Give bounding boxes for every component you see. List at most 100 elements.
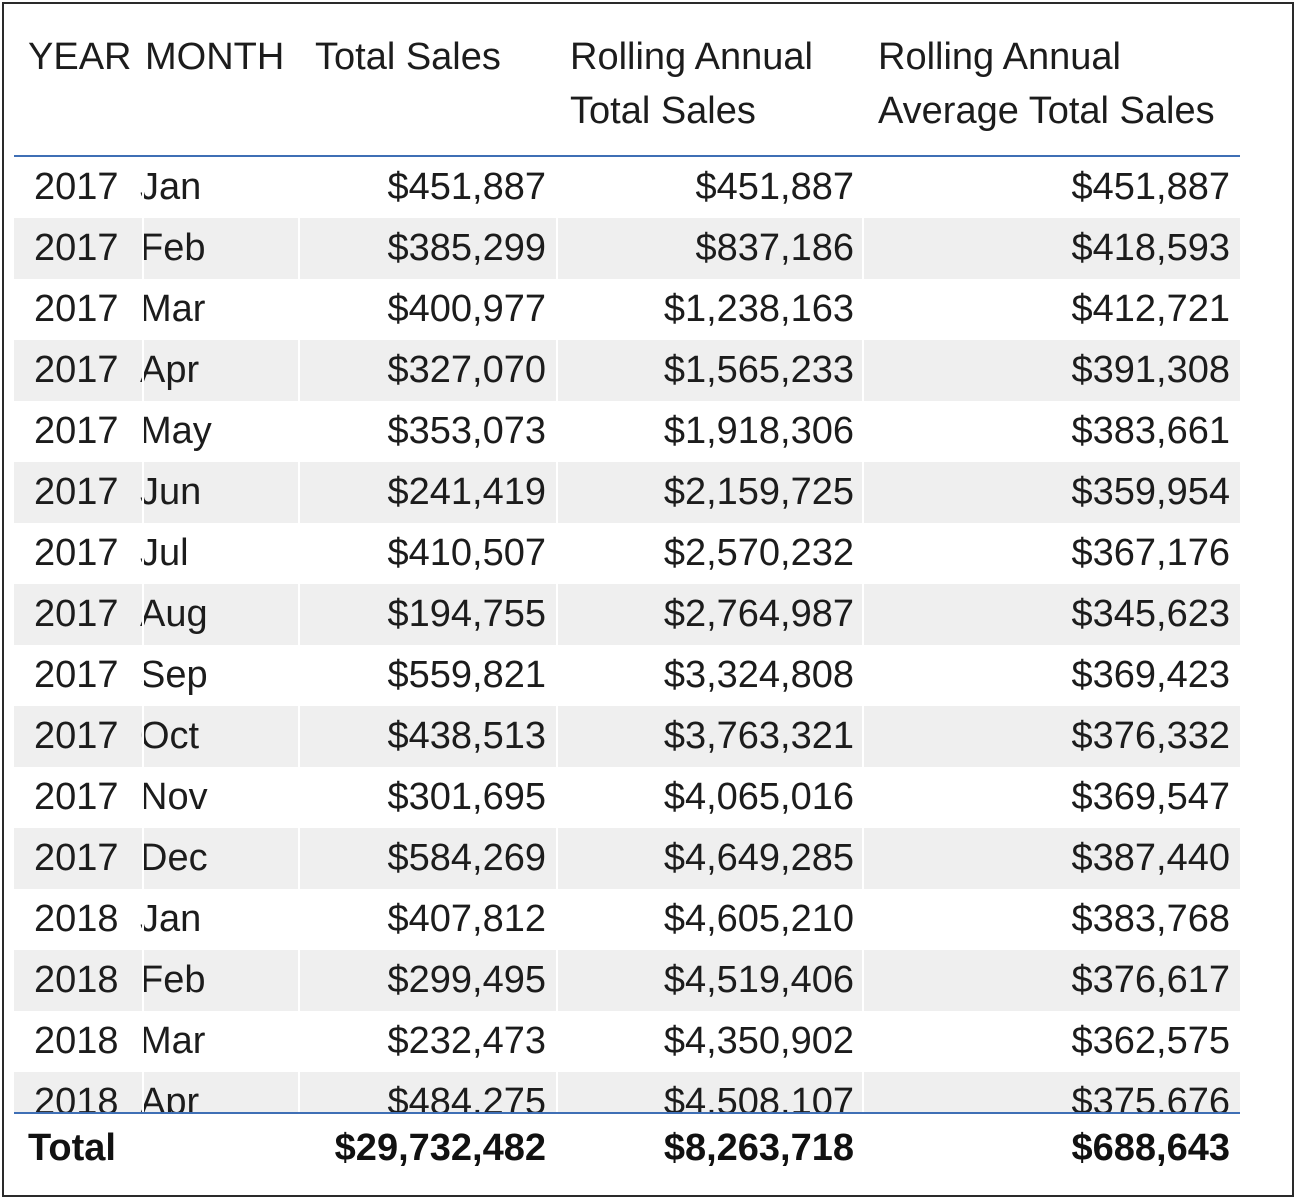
table-row[interactable]: 2017 Oct $438,513 $3,763,321 $376,332 bbox=[14, 706, 1240, 767]
table-row[interactable]: 2017 Sep $559,821 $3,324,808 $369,423 bbox=[14, 645, 1240, 706]
table-row[interactable]: 2017 Dec $584,269 $4,649,285 $387,440 bbox=[14, 828, 1240, 889]
column-separator bbox=[142, 523, 144, 584]
table-row[interactable]: 2017 Feb $385,299 $837,186 $418,593 bbox=[14, 218, 1240, 279]
cell-rolling-annual-total: $2,764,987 bbox=[663, 593, 854, 635]
column-header-rolling-annual-average[interactable]: Rolling Annual Average Total Sales bbox=[878, 30, 1215, 138]
cell-rolling-annual-total: $451,887 bbox=[695, 166, 855, 208]
cell-rolling-annual-average: $376,617 bbox=[1071, 959, 1231, 1001]
table-row[interactable]: 2017 Aug $194,755 $2,764,987 $345,623 bbox=[14, 584, 1240, 645]
cell-rolling-annual-total: $3,324,808 bbox=[663, 654, 854, 696]
table-row[interactable]: 2017 Jun $241,419 $2,159,725 $359,954 bbox=[14, 462, 1240, 523]
cell-total-sales: $438,513 bbox=[387, 715, 547, 757]
column-separator bbox=[862, 1011, 864, 1072]
column-separator bbox=[142, 767, 144, 828]
cell-total-sales: $194,755 bbox=[387, 593, 547, 635]
column-header-month[interactable]: MONTH bbox=[145, 30, 284, 84]
column-separator bbox=[556, 218, 558, 279]
cell-month: Oct bbox=[140, 715, 200, 757]
column-separator bbox=[862, 401, 864, 462]
cell-total-sales: $385,299 bbox=[387, 227, 547, 269]
column-separator bbox=[556, 401, 558, 462]
column-separator bbox=[298, 1011, 300, 1072]
table-row[interactable]: 2017 May $353,073 $1,918,306 $383,661 bbox=[14, 401, 1240, 462]
column-header-rolling-annual-total[interactable]: Rolling Annual Total Sales bbox=[570, 30, 813, 138]
column-separator bbox=[298, 767, 300, 828]
cell-total-sales: $353,073 bbox=[387, 410, 547, 452]
column-separator bbox=[862, 523, 864, 584]
column-separator bbox=[556, 462, 558, 523]
column-separator bbox=[142, 1011, 144, 1072]
cell-total-sales: $299,495 bbox=[387, 959, 547, 1001]
column-separator bbox=[298, 523, 300, 584]
cell-year: 2017 bbox=[34, 532, 119, 574]
column-separator bbox=[142, 706, 144, 767]
column-header-year[interactable]: YEAR bbox=[28, 30, 131, 84]
header-divider bbox=[14, 155, 1240, 157]
column-header-total-sales[interactable]: Total Sales bbox=[315, 30, 501, 84]
cell-year: 2017 bbox=[34, 471, 119, 513]
cell-month: Mar bbox=[140, 1020, 206, 1062]
cell-total-sales: $241,419 bbox=[387, 471, 547, 513]
cell-month: Jul bbox=[140, 532, 189, 574]
column-separator bbox=[556, 645, 558, 706]
table-row[interactable]: 2018 Jan $407,812 $4,605,210 $383,768 bbox=[14, 889, 1240, 950]
column-separator bbox=[142, 950, 144, 1011]
cell-month: May bbox=[140, 410, 212, 452]
column-separator bbox=[142, 645, 144, 706]
column-separator bbox=[556, 767, 558, 828]
column-header-rolling-annual-total-line2: Total Sales bbox=[570, 90, 756, 132]
table-row[interactable]: 2017 Mar $400,977 $1,238,163 $412,721 bbox=[14, 279, 1240, 340]
table-row[interactable]: 2017 Nov $301,695 $4,065,016 $369,547 bbox=[14, 767, 1240, 828]
column-separator bbox=[298, 584, 300, 645]
cell-rolling-annual-average: $369,547 bbox=[1071, 776, 1231, 818]
cell-total-sales: $451,887 bbox=[387, 166, 547, 208]
table-row[interactable]: 2017 Jul $410,507 $2,570,232 $367,176 bbox=[14, 523, 1240, 584]
column-separator bbox=[298, 828, 300, 889]
cell-year: 2017 bbox=[34, 837, 119, 879]
column-separator bbox=[862, 767, 864, 828]
cell-rolling-annual-average: $359,954 bbox=[1071, 471, 1231, 513]
cell-total-sales: $301,695 bbox=[387, 776, 547, 818]
cell-rolling-annual-total: $1,565,233 bbox=[663, 349, 854, 391]
column-separator bbox=[298, 462, 300, 523]
cell-rolling-annual-total: $4,065,016 bbox=[663, 776, 854, 818]
cell-year: 2017 bbox=[34, 227, 119, 269]
cell-total-sales: $400,977 bbox=[387, 288, 547, 330]
cell-rolling-annual-average: $412,721 bbox=[1071, 288, 1231, 330]
column-separator bbox=[862, 1072, 864, 1112]
cell-rolling-annual-average: $367,176 bbox=[1071, 532, 1231, 574]
totals-label: Total bbox=[28, 1127, 116, 1169]
cell-rolling-annual-average: $362,575 bbox=[1071, 1020, 1231, 1062]
cell-month: Mar bbox=[140, 288, 206, 330]
column-header-total-sales-label: Total Sales bbox=[315, 36, 501, 78]
cell-year: 2017 bbox=[34, 288, 119, 330]
cell-total-sales: $407,812 bbox=[387, 898, 547, 940]
column-header-year-label: YEAR bbox=[28, 36, 132, 78]
totals-rolling-annual-average: $688,643 bbox=[1071, 1127, 1231, 1169]
cell-rolling-annual-average: $383,768 bbox=[1071, 898, 1231, 940]
column-separator bbox=[142, 584, 144, 645]
table-row[interactable]: 2017 Apr $327,070 $1,565,233 $391,308 bbox=[14, 340, 1240, 401]
table-row[interactable]: 2017 Jan $451,887 $451,887 $451,887 bbox=[14, 157, 1240, 218]
column-separator bbox=[862, 279, 864, 340]
cell-year: 2017 bbox=[34, 654, 119, 696]
column-separator bbox=[142, 157, 144, 218]
column-separator bbox=[298, 950, 300, 1011]
cell-month: Apr bbox=[140, 349, 200, 391]
column-separator bbox=[142, 1072, 144, 1112]
table-body[interactable]: 2017 Jan $451,887 $451,887 $451,887 2017 Feb $3… bbox=[14, 157, 1240, 1112]
table-row[interactable]: 2018 Mar $232,473 $4,350,902 $362,575 bbox=[14, 1011, 1240, 1072]
table-row[interactable]: 2018 Apr $484,275 $4,508,107 $375,676 bbox=[14, 1072, 1240, 1112]
table-row[interactable]: 2018 Feb $299,495 $4,519,406 $376,617 bbox=[14, 950, 1240, 1011]
column-separator bbox=[556, 340, 558, 401]
cell-year: 2017 bbox=[34, 776, 119, 818]
cell-month: Jan bbox=[140, 898, 202, 940]
column-separator bbox=[298, 401, 300, 462]
cell-month: Aug bbox=[140, 593, 208, 635]
column-separator bbox=[298, 889, 300, 950]
column-separator bbox=[556, 279, 558, 340]
cell-year: 2018 bbox=[34, 1081, 119, 1112]
column-separator bbox=[556, 1072, 558, 1112]
column-separator bbox=[862, 157, 864, 218]
column-separator bbox=[556, 950, 558, 1011]
